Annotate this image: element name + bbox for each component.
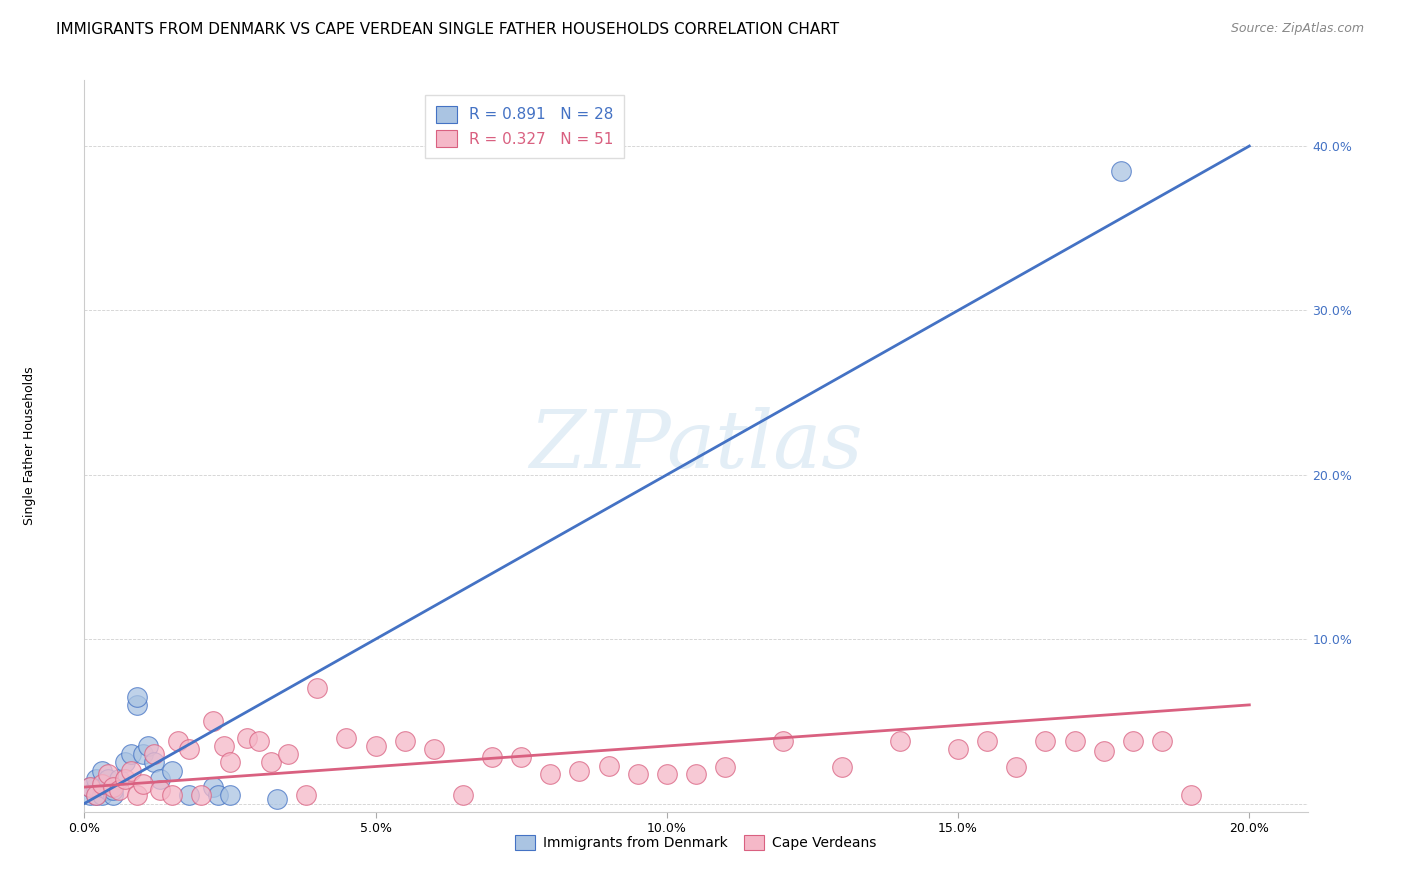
Point bbox=[219, 789, 242, 803]
Point bbox=[84, 780, 107, 794]
Point bbox=[179, 742, 201, 756]
Point bbox=[201, 780, 224, 794]
Point bbox=[201, 714, 224, 729]
Point bbox=[307, 681, 329, 696]
Point bbox=[90, 777, 112, 791]
Point bbox=[125, 690, 148, 704]
Point bbox=[772, 734, 794, 748]
Point bbox=[1180, 789, 1202, 803]
Point bbox=[266, 791, 288, 805]
Point bbox=[97, 772, 120, 786]
Point bbox=[160, 764, 183, 778]
Point bbox=[143, 756, 166, 770]
Point bbox=[179, 789, 201, 803]
Point bbox=[97, 767, 120, 781]
Point bbox=[90, 789, 112, 803]
Point bbox=[1109, 163, 1132, 178]
Point bbox=[143, 747, 166, 762]
Point bbox=[889, 734, 911, 748]
Point bbox=[1005, 760, 1028, 774]
Point bbox=[1150, 734, 1173, 748]
Point bbox=[125, 698, 148, 712]
Point bbox=[277, 747, 299, 762]
Point bbox=[120, 764, 142, 778]
Point bbox=[90, 764, 112, 778]
Point bbox=[120, 747, 142, 762]
Text: IMMIGRANTS FROM DENMARK VS CAPE VERDEAN SINGLE FATHER HOUSEHOLDS CORRELATION CHA: IMMIGRANTS FROM DENMARK VS CAPE VERDEAN … bbox=[56, 22, 839, 37]
Point bbox=[108, 783, 131, 797]
Point bbox=[219, 756, 242, 770]
Point bbox=[598, 758, 620, 772]
Point bbox=[831, 760, 853, 774]
Point bbox=[1122, 734, 1144, 748]
Point bbox=[103, 780, 125, 794]
Point bbox=[160, 789, 183, 803]
Point bbox=[79, 780, 101, 794]
Point bbox=[481, 750, 503, 764]
Point bbox=[236, 731, 259, 745]
Point bbox=[364, 739, 387, 753]
Point bbox=[510, 750, 533, 764]
Y-axis label: Single Father Households: Single Father Households bbox=[22, 367, 35, 525]
Point bbox=[79, 789, 101, 803]
Point bbox=[423, 742, 446, 756]
Point bbox=[247, 734, 270, 748]
Point bbox=[108, 772, 131, 786]
Point bbox=[335, 731, 357, 745]
Point bbox=[1092, 744, 1115, 758]
Point bbox=[79, 780, 101, 794]
Point bbox=[655, 767, 678, 781]
Point bbox=[84, 789, 107, 803]
Point bbox=[212, 739, 235, 753]
Point bbox=[714, 760, 737, 774]
Text: Source: ZipAtlas.com: Source: ZipAtlas.com bbox=[1230, 22, 1364, 36]
Point bbox=[260, 756, 283, 770]
Point bbox=[976, 734, 998, 748]
Point bbox=[84, 789, 107, 803]
Point bbox=[568, 764, 591, 778]
Point bbox=[138, 739, 160, 753]
Point bbox=[207, 789, 229, 803]
Point bbox=[451, 789, 474, 803]
Point bbox=[394, 734, 416, 748]
Point bbox=[294, 789, 316, 803]
Point bbox=[103, 783, 125, 797]
Point bbox=[90, 780, 112, 794]
Point bbox=[125, 789, 148, 803]
Point bbox=[84, 772, 107, 786]
Text: ZIPatlas: ZIPatlas bbox=[529, 408, 863, 484]
Point bbox=[131, 747, 153, 762]
Point bbox=[114, 756, 136, 770]
Point bbox=[131, 777, 153, 791]
Point bbox=[1063, 734, 1085, 748]
Point bbox=[946, 742, 969, 756]
Legend: Immigrants from Denmark, Cape Verdeans: Immigrants from Denmark, Cape Verdeans bbox=[510, 830, 882, 856]
Point bbox=[538, 767, 561, 781]
Point bbox=[103, 789, 125, 803]
Point bbox=[166, 734, 188, 748]
Point bbox=[627, 767, 650, 781]
Point bbox=[149, 772, 172, 786]
Point bbox=[1035, 734, 1057, 748]
Point bbox=[114, 772, 136, 786]
Point bbox=[685, 767, 707, 781]
Point bbox=[149, 783, 172, 797]
Point bbox=[97, 783, 120, 797]
Point bbox=[190, 789, 212, 803]
